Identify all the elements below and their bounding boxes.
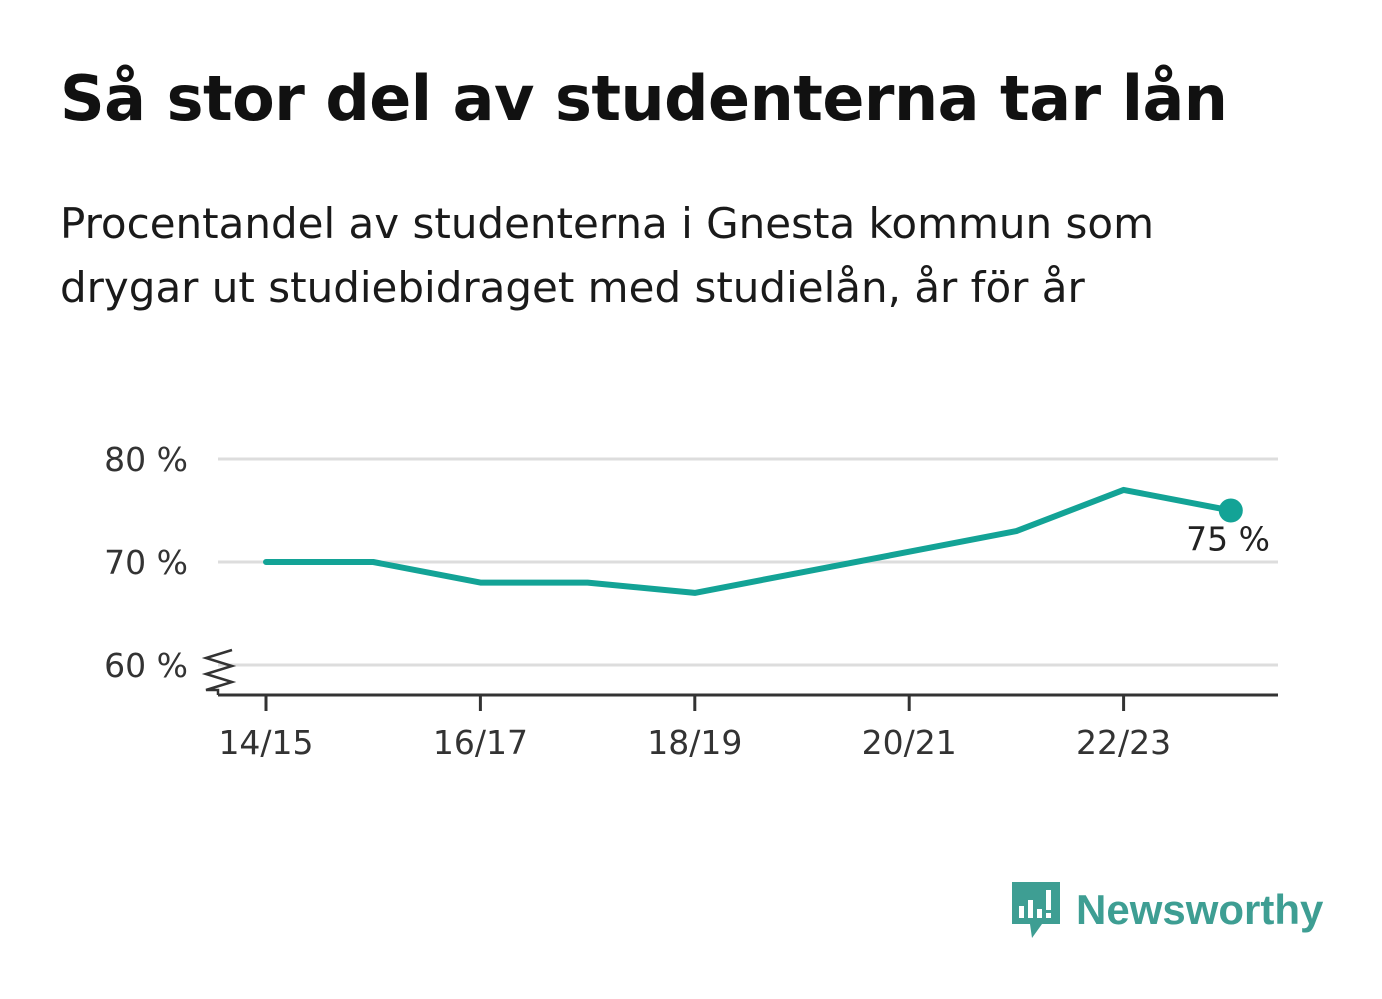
- x-axis-tick-labels: 14/15 16/17 18/19 20/21 22/23: [218, 723, 1171, 762]
- y-axis-break: [201, 648, 237, 695]
- x-axis: [201, 648, 1278, 711]
- end-value-label: 75 %: [1186, 520, 1270, 559]
- logo-text: Newsworthy: [1076, 886, 1324, 933]
- y-tick-label: 70 %: [104, 543, 188, 582]
- x-tick-label: 16/17: [433, 723, 528, 762]
- chart-title: Så stor del av studenterna tar lån: [60, 62, 1228, 135]
- series-line: [263, 486, 1234, 596]
- x-tick-label: 14/15: [218, 723, 313, 762]
- newsworthy-logo: Newsworthy: [1010, 878, 1323, 942]
- y-tick-label: 80 %: [104, 440, 188, 479]
- y-tick-label: 60 %: [104, 646, 188, 685]
- bar-chart-speech-bubble-icon: [1012, 882, 1060, 938]
- x-tick-label: 20/21: [862, 723, 957, 762]
- series-layer: 75 %: [263, 486, 1270, 596]
- y-axis-tick-labels: 60 % 70 % 80 %: [104, 440, 188, 685]
- x-tick-label: 18/19: [647, 723, 742, 762]
- x-tick-label: 22/23: [1076, 723, 1171, 762]
- end-point-marker: [1218, 498, 1243, 523]
- gridlines: [218, 457, 1278, 667]
- chart-subtitle: Procentandel av studenterna i Gnesta kom…: [60, 199, 1154, 312]
